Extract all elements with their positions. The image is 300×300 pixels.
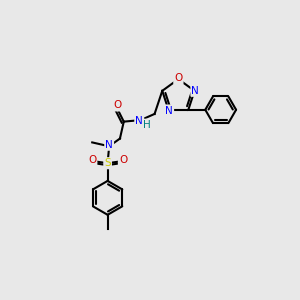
- Text: O: O: [113, 100, 122, 110]
- Text: N: N: [191, 86, 199, 96]
- Text: H: H: [143, 120, 151, 130]
- Text: N: N: [165, 106, 173, 116]
- Text: O: O: [174, 73, 182, 83]
- Text: N: N: [105, 140, 113, 150]
- Text: N: N: [135, 116, 143, 126]
- Text: S: S: [104, 158, 111, 168]
- Text: O: O: [119, 155, 127, 165]
- Text: O: O: [88, 155, 96, 165]
